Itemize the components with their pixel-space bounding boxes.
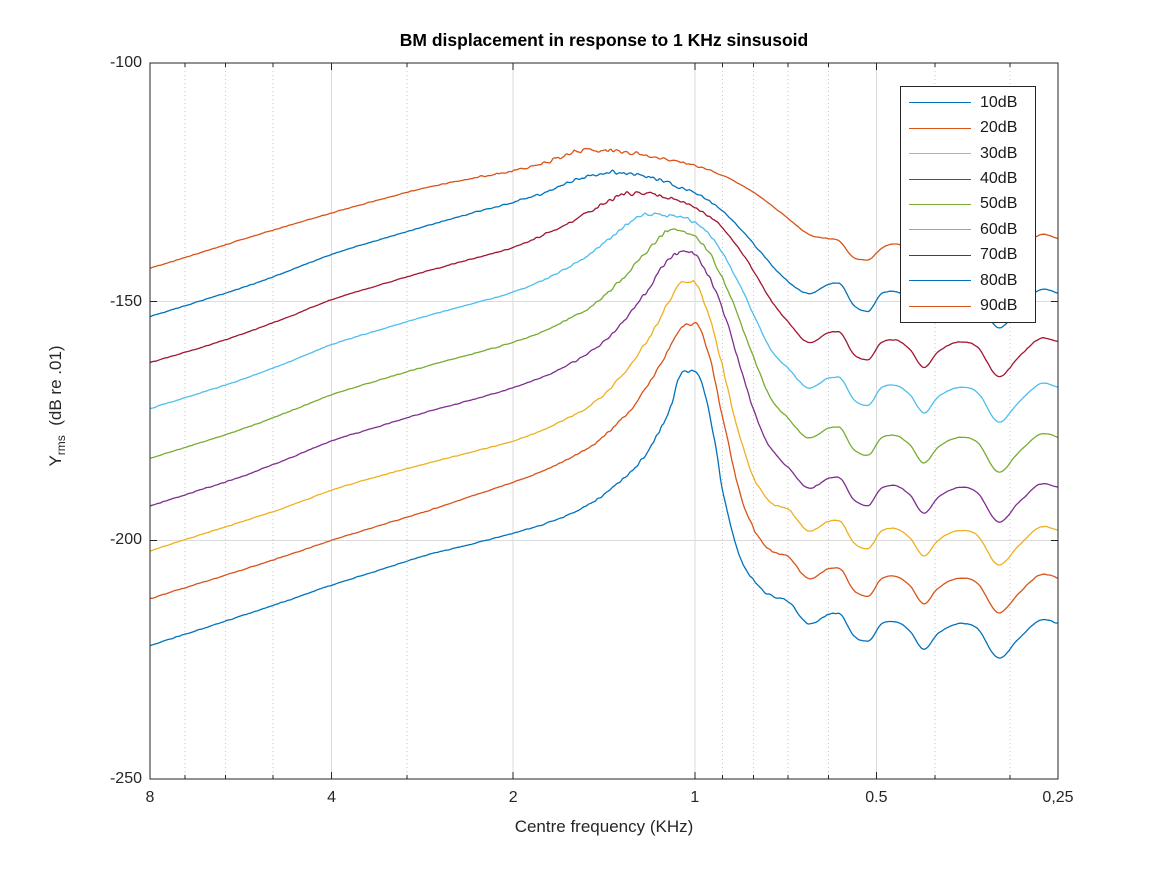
legend-label: 50dB — [980, 195, 1018, 213]
legend-line-sample — [909, 229, 971, 231]
y-tick-label--150: -150 — [109, 292, 142, 310]
legend-line-sample — [909, 127, 971, 129]
legend-label: 60dB — [980, 220, 1018, 238]
y-axis-label-rest: (dB re .01) — [45, 345, 65, 436]
legend-box: 10dB 20dB 30dB 40dB 50dB 60dB 70dB 80dB 90dB — [900, 86, 1036, 323]
legend-label: 40dB — [980, 170, 1018, 188]
legend-line-sample — [909, 254, 971, 256]
legend-line-sample — [909, 305, 971, 307]
y-axis-label-sub: rms — [54, 435, 69, 456]
series-line-50dB — [150, 228, 1058, 473]
curves-layer — [150, 147, 1058, 659]
y-tick-label--200: -200 — [109, 531, 142, 549]
series-line-40dB — [150, 250, 1058, 523]
legend-entry-20dB: 20dB — [901, 116, 1035, 140]
legend-entry-70dB: 70dB — [901, 243, 1035, 267]
y-axis-label-main: Y — [45, 455, 65, 467]
legend-line-sample — [909, 203, 971, 205]
series-line-20dB — [150, 322, 1058, 614]
legend-entry-10dB: 10dB — [901, 91, 1035, 115]
x-axis-label: Centre frequency (KHz) — [514, 817, 694, 836]
y-tick-label--250: -250 — [109, 770, 142, 787]
x-tick-label-0,25: 0,25 — [1042, 789, 1074, 806]
y-tick-label--100: -100 — [109, 54, 142, 71]
legend-label: 20dB — [980, 119, 1018, 137]
legend-entry-60dB: 60dB — [901, 218, 1035, 242]
legend-line-sample — [909, 178, 971, 180]
chart-title: BM displacement in response to 1 KHz sin… — [399, 30, 809, 50]
legend-label: 70dB — [980, 246, 1018, 264]
x-tick-label-8: 8 — [145, 789, 155, 806]
legend-line-sample — [909, 280, 971, 282]
x-tick-label-2: 2 — [508, 789, 518, 806]
legend-entry-50dB: 50dB — [901, 192, 1035, 216]
legend-label: 10dB — [980, 93, 1018, 111]
legend-line-sample — [909, 153, 971, 155]
axes-box — [149, 62, 1059, 780]
x-tick-label-0.5: 0.5 — [865, 789, 888, 806]
legend-entry-30dB: 30dB — [901, 142, 1035, 166]
legend-entry-90dB: 90dB — [901, 294, 1035, 318]
series-line-70dB — [150, 191, 1058, 378]
legend-entry-40dB: 40dB — [901, 167, 1035, 191]
legend-label: 30dB — [980, 144, 1018, 162]
series-line-30dB — [150, 279, 1058, 566]
x-tick-label-4: 4 — [327, 789, 337, 806]
legend-label: 90dB — [980, 297, 1018, 315]
legend-line-sample — [909, 102, 971, 104]
series-line-60dB — [150, 212, 1058, 423]
series-line-10dB — [150, 369, 1058, 659]
legend-entry-80dB: 80dB — [901, 269, 1035, 293]
legend-label: 80dB — [980, 271, 1018, 289]
x-tick-label-1: 1 — [690, 789, 700, 806]
